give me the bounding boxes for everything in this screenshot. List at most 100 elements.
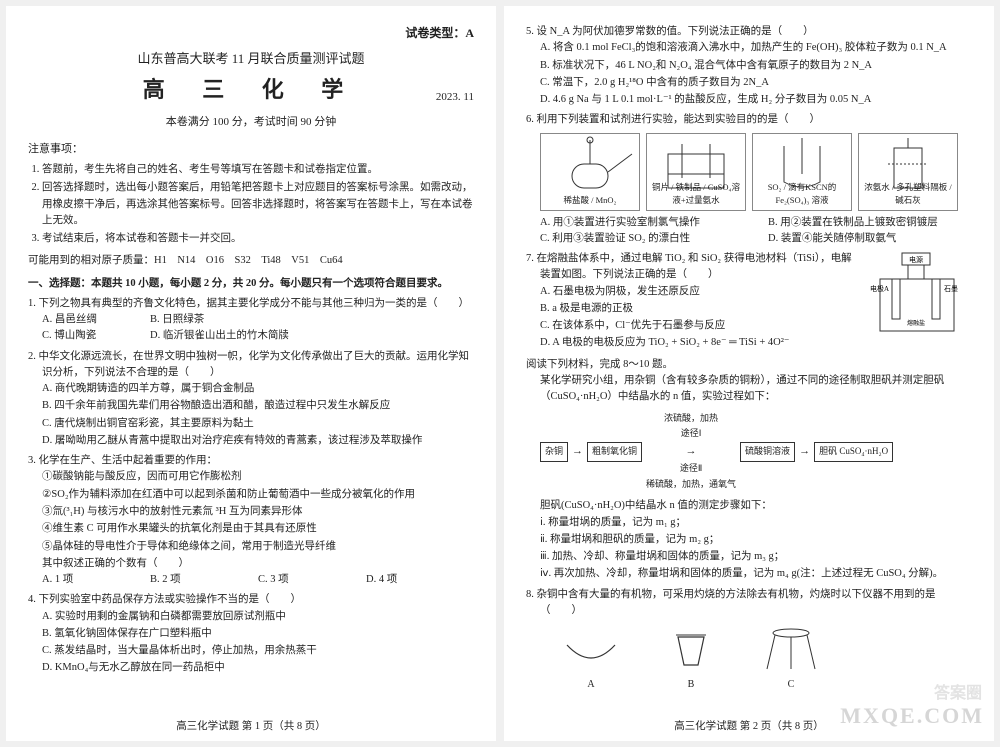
q3-line-1: ①碳酸钠能与酸反应，因而可用它作膨松剂 [42, 469, 474, 485]
q6-fig2-label: 铜片 / 铁制品 / CuSO₄溶液+过量氨水 [649, 181, 743, 207]
q4-opt-c: C. 蒸发结晶时，当大量晶体析出时，停止加热，用余热蒸干 [42, 643, 474, 659]
flow-diagram: 杂铜 → 粗制氧化铜 浓硫酸，加热 途径Ⅰ → 途径Ⅱ 稀硫酸，加热，通氧气 硫… [540, 412, 972, 493]
q1-opt-d: D. 临沂银雀山出土的竹木简牍 [150, 328, 289, 344]
apparatus-icon [542, 134, 638, 194]
q1-options: A. 昌邑丝绸 B. 日照绿茶 [28, 312, 474, 328]
arrow-icon: → [572, 443, 583, 460]
q5-opt-d: D. 4.6 g Na 与 1 L 0.1 mol·L⁻¹ 的盐酸反应，生成 H… [540, 92, 972, 108]
notice-list: 答题前，考生先将自己的姓名、考生号等填写在答题卡和试卷指定位置。 回答选择题时，… [42, 162, 474, 247]
arrow-icon: → [686, 443, 697, 460]
q6-opt-b: B. 用②装置在铁制品上镀致密铜镀层 [768, 215, 938, 231]
q1-opt-c: C. 博山陶瓷 [42, 328, 132, 344]
svg-text:熔融盐: 熔融盐 [907, 319, 925, 327]
section-1-heading: 一、选择题：本题共 10 小题，每小题 2 分，共 20 分。每小题只有一个选项… [28, 276, 474, 292]
q1-opt-a: A. 昌邑丝绸 [42, 312, 132, 328]
q5-stem: 5. 设 N_A 为阿伏加德罗常数的值。下列说法正确的是（ ） [526, 24, 972, 40]
q6-opt-a: A. 用①装置进行实验室制氯气操作 [540, 215, 750, 231]
notice-item: 答题前，考生先将自己的姓名、考生号等填写在答题卡和试卷指定位置。 [42, 162, 474, 178]
q3-opt-d: D. 4 项 [366, 572, 456, 588]
question-3: 3. 化学在生产、生活中起着重要的作用： ①碳酸钠能与酸反应，因而可用它作膨松剂… [28, 453, 474, 588]
q3-line-4: ④维生素 C 可用作水果罐头的抗氧化剂是由于其具有还原性 [42, 521, 474, 537]
q1-opt-b: B. 日照绿茶 [150, 312, 240, 328]
flow-path2: 途径Ⅱ [680, 462, 702, 476]
q3-ask: 其中叙述正确的个数有（ ） [28, 556, 474, 572]
question-1: 1. 下列之物具有典型的齐鲁文化特色，据其主要化学成分不能与其他三种归为一类的是… [28, 296, 474, 345]
passage-steps: ⅰ. 称量坩埚的质量，记为 m₁ g； ⅱ. 称量坩埚和胆矾的质量，记为 m₂ … [526, 515, 972, 583]
q8-fig-a-label: A [556, 677, 626, 693]
q8-figures: A B C [556, 625, 972, 692]
flow-path1: 途径Ⅰ [681, 427, 702, 441]
q6-fig3-label: SO₂ / 滴有KSCN的 Fe₂(SO₄)₃ 溶液 [755, 181, 849, 207]
exam-title: 山东普高大联考 11 月联合质量测评试题 [28, 49, 474, 69]
evaporating-dish-icon [561, 637, 621, 671]
passage-8-10: 阅读下列材料，完成 8～10 题。 某化学研究小组，用杂铜（含有较多杂质的铜粉）… [526, 357, 972, 583]
step-2: ⅱ. 称量坩埚和胆矾的质量，记为 m₂ g； [540, 532, 972, 548]
q4-stem: 4. 下列实验室中药品保存方法或实验操作不当的是（ ） [28, 592, 474, 608]
q5-options: A. 将含 0.1 mol FeCl₃的饱和溶液滴入沸水中，加热产生的 Fe(O… [526, 40, 972, 108]
question-8: 8. 杂铜中含有大量的有机物，可采用灼烧的方法除去有机物，灼烧时以下仪器不用到的… [526, 587, 972, 693]
passage-intro: 阅读下列材料，完成 8～10 题。 [526, 357, 972, 373]
flow-end: 胆矾 CuSO₄·nH₂O [814, 442, 893, 462]
q2-opt-a: A. 商代晚期铸造的四羊方尊，属于铜合金制品 [42, 381, 474, 397]
notice-item: 回答选择题时，选出每小题答案后，用铅笔把答题卡上对应题目的答案标号涂黑。如需改动… [42, 180, 474, 229]
q6-fig-2: 铜片 / 铁制品 / CuSO₄溶液+过量氨水 [646, 133, 746, 211]
passage-body2: 胆矾(CuSO₄·nH₂O)中结晶水 n 值的测定步骤如下： [526, 498, 972, 514]
page-1: 试卷类型：A 山东普高大联考 11 月联合质量测评试题 高 三 化 学 2023… [6, 6, 496, 741]
q8-fig-c-label: C [756, 677, 826, 693]
q1-stem: 1. 下列之物具有典型的齐鲁文化特色，据其主要化学成分不能与其他三种归为一类的是… [28, 296, 474, 312]
q4-opt-b: B. 氢氧化钠固体保存在广口塑料瓶中 [42, 626, 474, 642]
q2-opt-b: B. 四千余年前我国先辈们用谷物酿造出酒和醋，酿造过程中只发生水解反应 [42, 398, 474, 414]
flow-path1-top: 浓硫酸，加热 [664, 412, 718, 426]
q8-stem: 8. 杂铜中含有大量的有机物，可采用灼烧的方法除去有机物，灼烧时以下仪器不用到的… [526, 587, 972, 620]
flow-start: 杂铜 [540, 442, 568, 462]
question-5: 5. 设 N_A 为阿伏加德罗常数的值。下列说法正确的是（ ） A. 将含 0.… [526, 24, 972, 108]
full-score: 本卷满分 100 分，考试时间 90 分钟 [28, 114, 474, 131]
tripod-icon [761, 625, 821, 671]
q8-fig-c: C [756, 625, 826, 692]
q6-fig4-label: 浓氨水 / 多孔塑料隔板 / 碱石灰 [861, 181, 955, 207]
q4-opt-a: A. 实验时用剩的金属钠和白磷都需要放回原试剂瓶中 [42, 609, 474, 625]
notice-heading: 注意事项： [28, 141, 474, 158]
q3-line-2: ②SO₂作为辅料添加在红酒中可以起到杀菌和防止葡萄酒中一些成分被氧化的作用 [42, 487, 474, 503]
q3-opt-b: B. 2 项 [150, 572, 240, 588]
crucible-icon [666, 631, 716, 671]
paper-type: 试卷类型：A [28, 24, 474, 43]
q8-fig-a: A [556, 637, 626, 692]
q6-figures: 稀盐酸 / MnO₂ 铜片 / 铁制品 / CuSO₄溶液+过量氨水 SO₂ /… [540, 133, 972, 211]
flow-path2-bot: 稀硫酸，加热，通氧气 [646, 478, 736, 492]
question-6: 6. 利用下列装置和试剂进行实验，能达到实验目的的是（ ） 稀盐酸 / MnO₂ [526, 112, 972, 247]
atomic-masses: 可能用到的相对原子质量：H1 N14 O16 S32 Ti48 V51 Cu64 [28, 253, 474, 269]
step-4: ⅳ. 再次加热、冷却，称量坩埚和固体的质量，记为 m₄ g(注：上述过程无 Cu… [540, 566, 972, 582]
q3-opt-a: A. 1 项 [42, 572, 132, 588]
q7-figure: 电源 电极A 石墨 熔融盐 [862, 251, 972, 341]
q6-stem: 6. 利用下列装置和试剂进行实验，能达到实验目的的是（ ） [526, 112, 972, 128]
question-7: 电源 电极A 石墨 熔融盐 7. 在熔融盐体系中，通过电解 TiO₂ 和 SiO… [526, 251, 972, 353]
q2-options: A. 商代晚期铸造的四羊方尊，属于铜合金制品 B. 四千余年前我国先辈们用谷物酿… [28, 381, 474, 449]
svg-text:电极A: 电极A [870, 284, 889, 293]
q6-fig1-label: 稀盐酸 / MnO₂ [543, 194, 637, 207]
page-2: 5. 设 N_A 为阿伏加德罗常数的值。下列说法正确的是（ ） A. 将含 0.… [504, 6, 994, 741]
svg-text:石墨: 石墨 [944, 285, 958, 293]
q2-opt-c: C. 唐代烧制出铜官窑彩瓷，其主要原料为黏土 [42, 416, 474, 432]
arrow-icon: → [799, 443, 810, 460]
q5-opt-c: C. 常温下，2.0 g H₂¹⁸O 中含有的质子数目为 2N_A [540, 75, 972, 91]
q3-options: A. 1 项 B. 2 项 C. 3 项 D. 4 项 [28, 572, 474, 588]
q3-line-3: ③氚(³₁H) 与核污水中的放射性元素氚 ³H 互为同素异形体 [42, 504, 474, 520]
q6-fig-3: SO₂ / 滴有KSCN的 Fe₂(SO₄)₃ 溶液 [752, 133, 852, 211]
q5-opt-a: A. 将含 0.1 mol FeCl₃的饱和溶液滴入沸水中，加热产生的 Fe(O… [540, 40, 972, 56]
step-1: ⅰ. 称量坩埚的质量，记为 m₁ g； [540, 515, 972, 531]
q6-opt-d: D. 装置④能关随停制取氨气 [768, 231, 896, 247]
question-4: 4. 下列实验室中药品保存方法或实验操作不当的是（ ） A. 实验时用剩的金属钠… [28, 592, 474, 676]
q4-options: A. 实验时用剩的金属钠和白磷都需要放回原试剂瓶中 B. 氢氧化钠固体保存在广口… [28, 609, 474, 677]
q2-opt-d: D. 屠呦呦用乙醚从青蒿中提取出对治疗疟疾有特效的青蒿素，该过程涉及萃取操作 [42, 433, 474, 449]
page-2-footer: 高三化学试题 第 2 页（共 8 页） [504, 719, 994, 735]
q6-fig-1: 稀盐酸 / MnO₂ [540, 133, 640, 211]
q3-stem: 3. 化学在生产、生活中起着重要的作用： [28, 453, 474, 469]
svg-text:电源: 电源 [909, 255, 923, 264]
q5-opt-b: B. 标准状况下，46 L NO₂和 N₂O₄ 混合气体中含有氧原子的数目为 2… [540, 58, 972, 74]
q6-fig-4: 浓氨水 / 多孔塑料隔板 / 碱石灰 [858, 133, 958, 211]
flow-n1: 粗制氧化铜 [587, 442, 642, 462]
question-2: 2. 中华文化源远流长，在世界文明中独树一帜，化学为文化传承做出了巨大的贡献。运… [28, 349, 474, 450]
q3-line-5: ⑤晶体硅的导电性介于导体和绝缘体之间，常用于制造光导纤维 [42, 539, 474, 555]
flow-mid: 硫酸铜溶液 [740, 442, 795, 462]
